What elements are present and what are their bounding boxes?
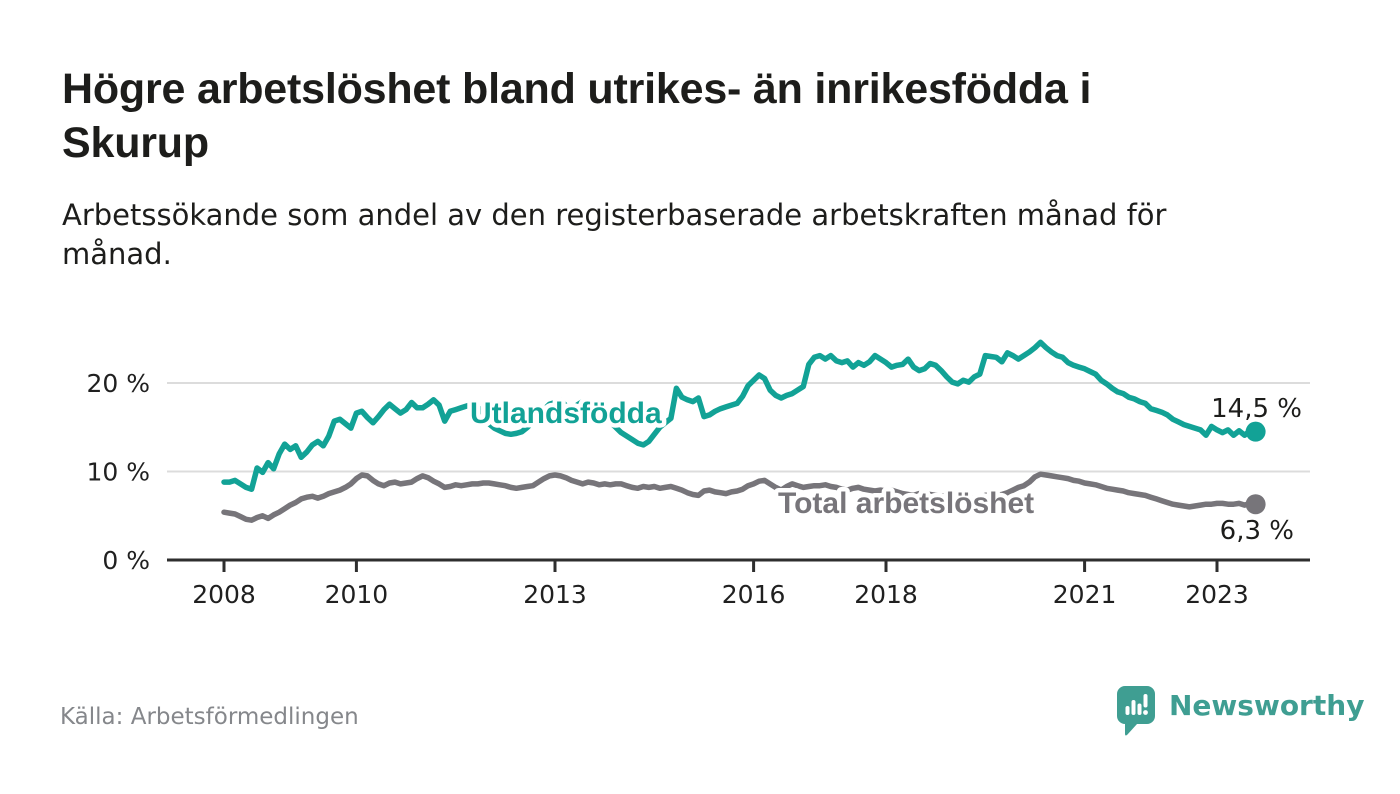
x-axis-label-2013: 2013: [523, 580, 587, 609]
x-axis-label-2023: 2023: [1185, 580, 1249, 609]
x-axis-label-2018: 2018: [854, 580, 918, 609]
series-label-utlandsfodda: Utlandsfödda: [470, 397, 662, 430]
gridlines: 0 % 10 % 20 %: [86, 369, 1310, 575]
x-axis-label-2010: 2010: [325, 580, 389, 609]
bar-1: [1125, 706, 1130, 715]
x-axis-label-2008: 2008: [192, 580, 256, 609]
bar-3: [1137, 703, 1142, 715]
value-label-total: 6,3 %: [1220, 516, 1294, 546]
series-label-total: Total arbetslöshet: [778, 487, 1034, 520]
value-label-utlandsfodda: 14,5 %: [1211, 394, 1302, 424]
x-axis: 2008 2010 2013 2016 2018 2021 2023: [167, 558, 1310, 609]
y-axis-label-10: 10 %: [86, 458, 150, 487]
speech-bubble-shape: [1117, 686, 1155, 736]
end-dot-utlandsfodda: [1245, 421, 1266, 442]
end-dot-total: [1245, 494, 1266, 515]
exclamation-dot: [1143, 710, 1148, 715]
source-note: Källa: Arbetsförmedlingen: [60, 704, 359, 730]
page-title: Högre arbetslöshet bland utrikes- än inr…: [62, 65, 1092, 167]
x-axis-label-2016: 2016: [722, 580, 786, 609]
y-axis-label-0: 0 %: [102, 546, 150, 575]
chart-subtitle: Arbetssökande som andel av den registerb…: [62, 198, 1167, 271]
exclamation-bar: [1143, 694, 1148, 708]
x-axis-label-2021: 2021: [1053, 580, 1117, 609]
bar-2: [1131, 700, 1136, 715]
y-axis-label-20: 20 %: [86, 369, 150, 398]
newsworthy-logo: Newsworthy: [1117, 686, 1364, 738]
series-line-total: [221, 471, 1259, 523]
chart-annotations: Utlandsfödda 14,5 % Total arbetslöshet 6,3 …: [466, 393, 1303, 547]
newsworthy-wordmark: Newsworthy: [1169, 689, 1365, 722]
newsworthy-icon: [1117, 686, 1155, 736]
chart-series: [221, 339, 1266, 523]
series-line-utlandsfodda: [221, 339, 1259, 492]
